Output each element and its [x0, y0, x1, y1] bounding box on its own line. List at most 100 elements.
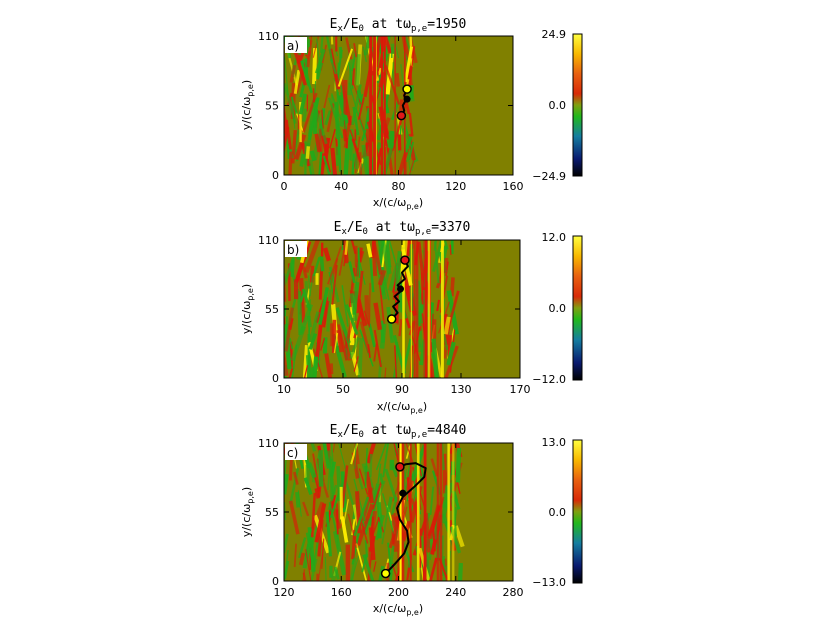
field-filament: [312, 453, 321, 491]
field-filament: [336, 146, 339, 166]
field-filament: [388, 265, 399, 292]
panel-b-colorbar: [572, 235, 583, 381]
field-filament: [329, 58, 338, 75]
field-filament: [293, 69, 301, 94]
field-filament: [408, 46, 416, 91]
field-filament: [404, 283, 411, 302]
field-filament: [327, 246, 342, 285]
field-filament: [293, 471, 299, 485]
field-filament: [406, 150, 410, 163]
field-filament: [340, 76, 346, 100]
field-filament: [314, 503, 327, 543]
field-filament: [342, 499, 349, 525]
field-filament: [420, 272, 424, 305]
field-filament: [355, 543, 368, 581]
field-filament: [309, 265, 315, 283]
field-filament: [308, 159, 315, 175]
field-filament: [372, 241, 377, 276]
field-filament: [382, 443, 391, 478]
y-tick-label: 110: [258, 30, 279, 43]
field-filament: [378, 280, 385, 325]
trajectory-start-marker: [402, 84, 412, 94]
field-filament: [298, 93, 307, 115]
panel-b-label-box: [285, 241, 307, 257]
y-tick-label: 110: [258, 437, 279, 450]
field-filament: [342, 148, 350, 175]
x-tick-label: 120: [274, 586, 295, 599]
panel-a-colorbar-zero: 0.0: [549, 99, 567, 112]
field-filament: [367, 344, 371, 358]
shock-strand: [416, 240, 419, 378]
shock-strand: [452, 443, 455, 581]
field-filament: [391, 118, 403, 152]
field-filament: [434, 241, 440, 284]
field-filament: [304, 141, 307, 175]
field-filament: [335, 307, 351, 344]
shock-strand: [427, 240, 431, 378]
field-filament: [293, 279, 299, 300]
field-filament: [366, 443, 378, 464]
field-filament: [430, 313, 434, 353]
field-filament: [315, 573, 319, 581]
field-filament: [305, 532, 315, 564]
field-filament: [302, 266, 308, 279]
field-filament: [288, 367, 294, 378]
panel-a-label: a): [287, 39, 299, 53]
field-filament: [308, 333, 318, 350]
field-filament: [408, 112, 414, 137]
panel-a-yticks: 0 55 110: [258, 30, 513, 182]
shock-strand: [409, 443, 412, 581]
field-filament: [333, 332, 339, 354]
panel-a-trajectory: [396, 84, 412, 121]
field-filament: [319, 36, 324, 53]
field-filament: [323, 84, 331, 109]
x-tick-label: 130: [451, 383, 472, 396]
field-filament: [384, 367, 387, 378]
field-filament: [326, 289, 332, 332]
field-filament: [348, 240, 357, 255]
field-filament: [299, 81, 306, 98]
field-filament: [319, 443, 331, 469]
field-filament: [333, 78, 342, 105]
field-filament: [382, 493, 395, 535]
x-tick-label: 200: [388, 586, 409, 599]
field-filament: [327, 568, 339, 581]
field-filament: [309, 150, 317, 162]
panel-b-colorbar-zero: 0.0: [549, 302, 567, 315]
field-filament: [384, 64, 401, 105]
field-filament: [350, 351, 360, 376]
field-filament: [375, 514, 385, 541]
x-tick-label: 50: [336, 383, 350, 396]
field-filament: [302, 534, 314, 569]
field-filament: [351, 68, 356, 86]
shock-strand: [383, 36, 386, 175]
field-filament: [340, 516, 349, 543]
field-filament: [408, 141, 415, 160]
field-filament: [343, 115, 353, 148]
field-filament: [357, 247, 361, 278]
field-filament: [344, 304, 359, 335]
field-filament: [384, 468, 398, 502]
field-filament: [362, 554, 379, 581]
shock-strand: [368, 36, 371, 175]
field-filament: [351, 529, 357, 560]
trajectory-end-marker: [395, 462, 405, 472]
field-filament: [373, 302, 383, 331]
field-filament: [285, 352, 292, 370]
field-filament: [427, 557, 438, 581]
panel-a-colorbar: [572, 33, 583, 177]
field-filament: [302, 501, 310, 517]
panel-c-label: c): [287, 446, 298, 460]
field-filament: [285, 316, 288, 335]
shock-strand: [375, 36, 377, 175]
field-filament: [379, 473, 384, 485]
field-filament: [284, 56, 289, 96]
panel-a-xlabel: x/(c/ωp,e): [373, 196, 423, 211]
x-tick-label: 120: [445, 180, 466, 193]
field-filament: [319, 255, 325, 272]
shock-strand: [423, 240, 427, 378]
panel-c-heatmap: [284, 443, 513, 581]
field-filament: [364, 539, 369, 558]
field-filament: [314, 81, 316, 96]
field-filament: [446, 341, 456, 366]
